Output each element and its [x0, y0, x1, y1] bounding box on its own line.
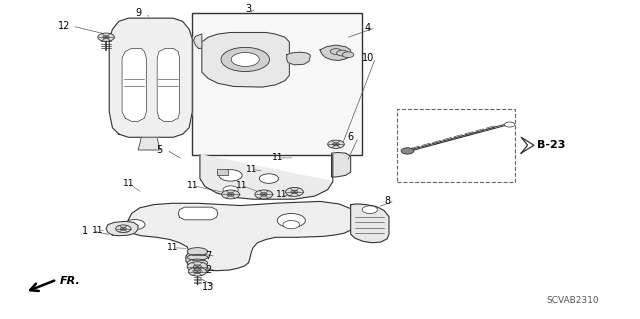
Text: 11: 11 — [168, 243, 179, 252]
Text: 5: 5 — [156, 145, 162, 155]
Text: 11: 11 — [186, 181, 198, 190]
Text: 11: 11 — [246, 165, 257, 174]
Circle shape — [188, 267, 206, 276]
Polygon shape — [202, 33, 289, 87]
Polygon shape — [122, 48, 147, 122]
Circle shape — [255, 190, 273, 199]
Circle shape — [277, 213, 305, 227]
Text: 11: 11 — [276, 190, 287, 199]
Circle shape — [333, 143, 339, 146]
Polygon shape — [320, 45, 351, 60]
Circle shape — [221, 190, 239, 199]
Circle shape — [401, 148, 414, 154]
Circle shape — [330, 49, 342, 54]
Circle shape — [194, 270, 201, 273]
Polygon shape — [200, 155, 333, 199]
Circle shape — [116, 225, 131, 233]
Bar — [397, 109, 515, 182]
Polygon shape — [157, 48, 179, 122]
Polygon shape — [178, 207, 218, 220]
Text: 11: 11 — [271, 153, 283, 162]
Circle shape — [120, 227, 126, 230]
Circle shape — [98, 33, 115, 41]
Text: 7: 7 — [205, 251, 211, 261]
Text: 12: 12 — [58, 21, 71, 31]
Circle shape — [291, 190, 298, 194]
Polygon shape — [127, 201, 355, 271]
Text: 2: 2 — [205, 265, 211, 275]
Polygon shape — [109, 18, 192, 137]
Polygon shape — [287, 52, 310, 65]
Circle shape — [362, 206, 378, 213]
Text: 10: 10 — [362, 53, 374, 63]
Ellipse shape — [187, 248, 207, 256]
Polygon shape — [332, 152, 351, 177]
Text: 4: 4 — [365, 23, 371, 33]
Circle shape — [219, 170, 242, 181]
Circle shape — [187, 262, 207, 272]
Text: 6: 6 — [348, 132, 354, 142]
Polygon shape — [193, 34, 202, 48]
Text: B-23: B-23 — [537, 140, 566, 150]
Text: 11: 11 — [236, 181, 248, 190]
Text: 8: 8 — [384, 196, 390, 206]
Polygon shape — [521, 137, 534, 153]
Text: 11: 11 — [92, 226, 104, 235]
Circle shape — [227, 193, 234, 196]
Ellipse shape — [187, 259, 207, 267]
Circle shape — [337, 50, 348, 56]
Polygon shape — [138, 137, 161, 150]
Text: 13: 13 — [202, 282, 214, 292]
Circle shape — [328, 140, 344, 148]
Circle shape — [125, 219, 145, 230]
Text: 11: 11 — [123, 179, 134, 188]
Circle shape — [193, 265, 202, 269]
Text: 9: 9 — [135, 8, 141, 19]
Circle shape — [221, 48, 269, 71]
Text: 3: 3 — [245, 4, 252, 14]
Text: SCVAB2310: SCVAB2310 — [546, 296, 598, 305]
Circle shape — [342, 52, 354, 57]
Polygon shape — [106, 221, 138, 236]
Circle shape — [285, 188, 303, 196]
Circle shape — [283, 220, 300, 229]
Text: 1: 1 — [82, 226, 88, 236]
Bar — [216, 169, 228, 175]
Text: FR.: FR. — [60, 276, 81, 286]
Polygon shape — [351, 204, 389, 243]
Circle shape — [223, 186, 238, 194]
Bar — [192, 13, 362, 155]
Circle shape — [231, 52, 259, 66]
Circle shape — [260, 193, 268, 196]
Circle shape — [504, 122, 515, 127]
Ellipse shape — [187, 255, 207, 260]
Circle shape — [103, 35, 109, 39]
Circle shape — [259, 174, 278, 183]
